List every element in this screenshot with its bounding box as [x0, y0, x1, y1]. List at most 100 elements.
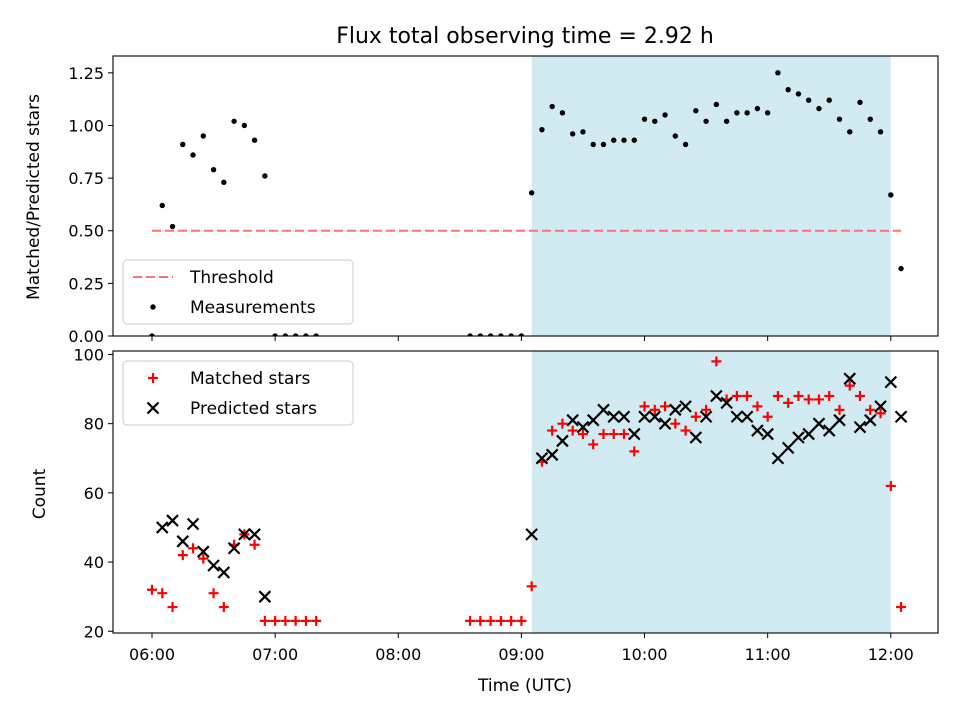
measurement-point [272, 333, 278, 336]
measurement-point [580, 129, 586, 135]
measurement-point [180, 141, 186, 148]
predicted-point [740, 410, 754, 424]
matched-point [680, 425, 691, 436]
plot-frame [112, 350, 939, 634]
matched-point [198, 553, 209, 564]
measurement-point [200, 133, 206, 139]
predicted-point [720, 396, 733, 410]
chart-title: Flux total observing time = 2.92 h [336, 24, 714, 49]
predicted-point [248, 528, 261, 541]
matched-point [146, 584, 157, 595]
series-measurements [149, 70, 904, 336]
measurement-point [313, 333, 319, 336]
legend-matched-swatch [148, 373, 158, 383]
measurement-point [549, 103, 555, 110]
matched-point [885, 480, 896, 491]
measurement-point [723, 118, 730, 124]
matched-point [547, 425, 558, 436]
measurement-point [590, 141, 596, 148]
predicted-point [874, 400, 887, 413]
measurement-point [539, 126, 545, 133]
legend: Threshold Measurements [122, 259, 354, 325]
matched-point [772, 390, 783, 401]
matched-point [711, 356, 722, 367]
measurement-point [292, 333, 299, 336]
predicted-point [627, 427, 641, 441]
matched-point [813, 394, 824, 405]
y-tick-label: 0.75 [68, 169, 104, 188]
measurement-point [888, 192, 894, 198]
series-matched-stars [146, 356, 907, 626]
y-tick-label: 80 [84, 415, 104, 434]
matched-point [783, 397, 794, 408]
predicted-point [781, 441, 795, 455]
predicted-point [699, 410, 713, 424]
measurement-point [754, 105, 761, 112]
matched-point [577, 429, 588, 440]
measurement-point [631, 137, 637, 143]
matched-point [629, 446, 640, 457]
matched-point [475, 615, 486, 626]
measurement-point [477, 333, 484, 336]
x-tick-label: 12:00 [868, 645, 914, 664]
y-tick-label: 20 [84, 622, 104, 641]
measurement-point [672, 133, 679, 139]
measurement-point [559, 110, 566, 116]
measurement-point [795, 91, 802, 97]
y-tick-label: 100 [73, 345, 104, 364]
measurement-point [149, 333, 155, 336]
matched-point [506, 615, 517, 626]
matched-point [619, 429, 630, 440]
matched-point [167, 602, 178, 613]
measurement-point [159, 202, 165, 209]
measurement-point [467, 333, 473, 336]
x-tick-label: 07:00 [252, 645, 298, 664]
measurement-point [528, 190, 535, 196]
data-marks [149, 70, 904, 336]
measurement-point [764, 110, 771, 116]
legend: Matched stars Predicted stars [122, 360, 354, 426]
measurement-point [682, 141, 689, 148]
x-axis-label: Time (UTC) [477, 676, 572, 696]
measurement-point [826, 97, 832, 103]
matched-point [280, 615, 291, 626]
predicted-point [566, 413, 579, 427]
predicted-point [638, 410, 651, 424]
plot-frame [112, 55, 939, 337]
measurement-point [816, 105, 822, 112]
matched-point [311, 615, 322, 626]
matched-point [690, 411, 701, 422]
measurement-point [190, 152, 196, 158]
matched-point [177, 550, 188, 561]
matched-point [218, 602, 229, 613]
measurement-point [600, 141, 607, 148]
observing-window-shade [531, 56, 891, 336]
measurement-point [508, 333, 514, 336]
matched-point [639, 401, 650, 412]
matched-point [844, 380, 855, 391]
matched-point [824, 390, 835, 401]
matched-point [567, 425, 578, 436]
matched-point [557, 418, 568, 429]
matched-point [598, 429, 609, 440]
matched-point [290, 615, 301, 626]
measurement-point [241, 122, 248, 129]
predicted-point [679, 400, 692, 413]
predicted-point [802, 427, 815, 441]
matched-point [742, 390, 753, 401]
measurement-point [847, 129, 853, 135]
x-tick-label: 06:00 [129, 645, 175, 664]
top-ylabel: Matched/Predicted stars [24, 94, 44, 300]
predicted-point [761, 427, 774, 441]
legend-label: Measurements [190, 298, 316, 318]
predicted-point [607, 410, 621, 424]
legend-box [122, 259, 354, 325]
matched-point [188, 543, 199, 554]
predicted-point [166, 514, 179, 527]
predicted-point [751, 424, 764, 437]
predicted-point [535, 451, 549, 465]
predicted-point [894, 410, 908, 424]
matched-point [670, 418, 681, 429]
measurement-point [611, 137, 617, 143]
predicted-point [217, 566, 231, 579]
